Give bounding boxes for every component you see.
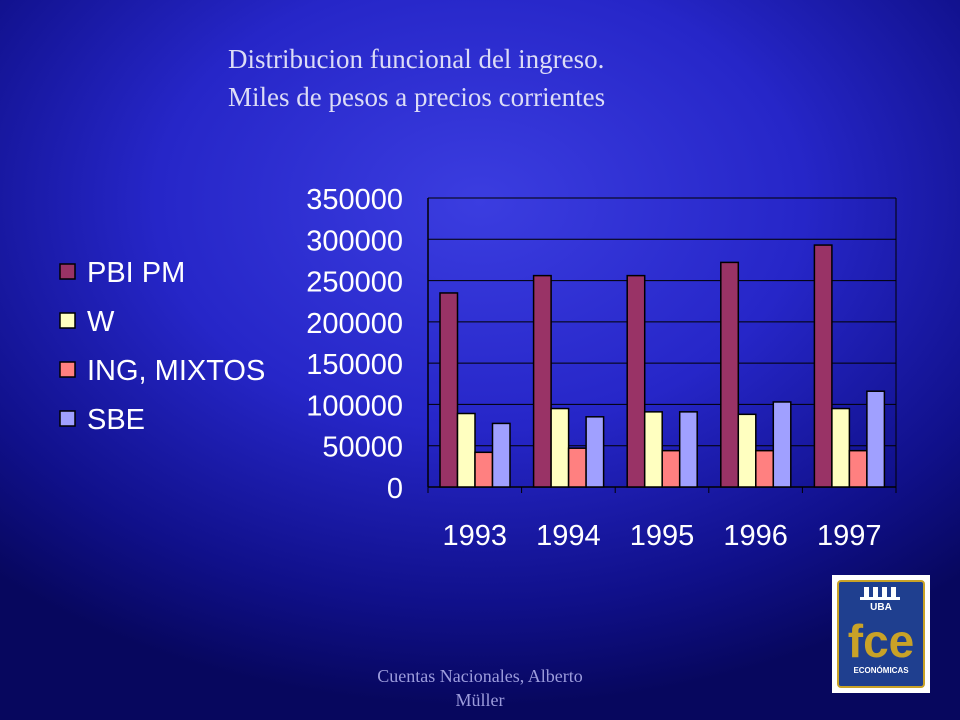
bar — [550, 407, 570, 488]
bar — [456, 412, 476, 488]
bar — [755, 449, 775, 488]
legend-swatch — [59, 263, 76, 280]
x-tick-label: 1994 — [536, 520, 601, 552]
title-line-1: Distribucion funcional del ingreso. — [228, 44, 605, 74]
bar — [678, 411, 698, 488]
bar — [626, 274, 646, 488]
legend-swatch — [59, 312, 76, 329]
y-tick-label: 0 — [387, 473, 403, 505]
bar — [532, 274, 552, 488]
y-tick-label: 350000 — [306, 184, 403, 216]
footer-line-1: Cuentas Nacionales, Alberto — [377, 666, 583, 686]
bar — [831, 407, 851, 488]
bar — [643, 411, 663, 488]
legend-label: SBE — [87, 404, 145, 436]
bar — [491, 422, 511, 488]
y-tick-label: 300000 — [306, 225, 403, 257]
legend-swatch — [59, 361, 76, 378]
y-tick-label: 250000 — [306, 267, 403, 299]
logo-fce-text: fce — [848, 615, 914, 667]
footer-line-2: Müller — [455, 690, 505, 710]
bar — [439, 292, 459, 488]
bar — [567, 447, 587, 488]
bar — [661, 449, 681, 488]
x-tick-label: 1995 — [630, 520, 695, 552]
chart-title: Distribucion funcional del ingreso. Mile… — [228, 40, 788, 116]
legend-label: ING, MIXTOS — [87, 355, 265, 387]
logo-uba-text: UBA — [870, 602, 892, 613]
logo-economicas-text: ECONÓMICAS — [853, 666, 909, 675]
fce-uba-logo: UBA fce ECONÓMICAS — [832, 575, 930, 693]
legend-swatch — [59, 410, 76, 427]
bar — [813, 244, 833, 488]
title-line-2: Miles de pesos a precios corrientes — [228, 82, 606, 112]
y-tick-label: 50000 — [322, 432, 403, 464]
y-tick-label: 100000 — [306, 390, 403, 422]
bar — [585, 416, 605, 488]
bar — [720, 261, 740, 488]
bar — [737, 413, 757, 488]
y-tick-label: 200000 — [306, 308, 403, 340]
legend-label: PBI PM — [87, 257, 185, 289]
bar — [474, 451, 494, 488]
bar — [866, 390, 886, 488]
bar — [848, 449, 868, 488]
bar — [772, 401, 792, 488]
x-tick-label: 1993 — [443, 520, 508, 552]
legend-label: W — [87, 306, 115, 338]
x-tick-label: 1996 — [723, 520, 788, 552]
footer-credit: Cuentas Nacionales, Alberto Müller — [330, 664, 630, 712]
x-tick-label: 1997 — [817, 520, 882, 552]
y-tick-label: 150000 — [306, 349, 403, 381]
